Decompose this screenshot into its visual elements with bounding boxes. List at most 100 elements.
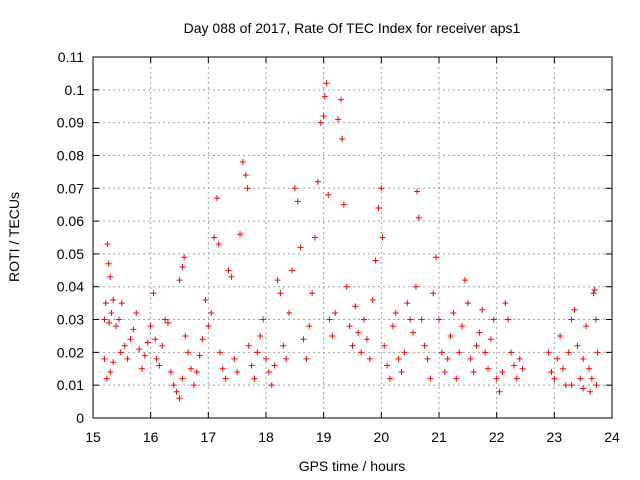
data-point	[545, 349, 552, 356]
data-point	[329, 332, 336, 339]
data-point	[404, 300, 411, 307]
data-point	[485, 365, 492, 372]
data-point	[317, 119, 324, 126]
data-point	[108, 309, 115, 316]
data-point	[470, 369, 477, 376]
data-point	[277, 290, 284, 297]
data-point	[441, 369, 448, 376]
data-point	[300, 336, 307, 343]
data-point	[147, 323, 154, 330]
data-point	[113, 323, 120, 330]
data-point	[361, 316, 368, 323]
data-point	[456, 349, 463, 356]
data-point	[153, 355, 160, 362]
data-point	[167, 369, 174, 376]
data-point	[323, 80, 330, 87]
data-point	[559, 365, 566, 372]
y-tick-label: 0.04	[57, 279, 84, 295]
data-point	[591, 287, 598, 294]
data-point	[499, 369, 506, 376]
data-point	[117, 349, 124, 356]
data-point	[185, 349, 192, 356]
x-tick-label: 24	[604, 429, 620, 445]
data-point	[115, 316, 122, 323]
y-tick-label: 0.09	[57, 115, 84, 131]
data-point	[199, 336, 206, 343]
data-point	[565, 349, 572, 356]
data-point	[379, 234, 386, 241]
data-point	[156, 362, 163, 369]
data-point	[412, 283, 419, 290]
data-point	[473, 342, 480, 349]
data-point	[170, 382, 177, 389]
data-point	[150, 290, 157, 297]
data-point	[386, 375, 393, 382]
data-point	[583, 323, 590, 330]
data-point	[464, 300, 471, 307]
data-point	[415, 214, 422, 221]
data-point	[378, 185, 385, 192]
data-point	[577, 375, 584, 382]
data-point	[562, 382, 569, 389]
data-point	[332, 309, 339, 316]
data-point	[516, 355, 523, 362]
data-point	[102, 300, 109, 307]
x-tick-label: 16	[143, 429, 159, 445]
data-point	[179, 375, 186, 382]
data-point	[263, 355, 269, 362]
data-point	[231, 355, 238, 362]
data-point	[196, 352, 203, 359]
x-axis-title: GPS time / hours	[299, 458, 406, 474]
data-point	[176, 395, 183, 402]
data-point	[244, 185, 251, 192]
data-point	[268, 382, 275, 389]
data-point	[162, 316, 169, 323]
data-point	[493, 375, 500, 382]
data-point	[476, 329, 483, 336]
data-point	[314, 178, 321, 185]
data-point	[355, 329, 362, 336]
data-point	[179, 264, 186, 271]
data-point	[590, 290, 597, 297]
data-point	[265, 369, 272, 376]
data-point	[407, 316, 414, 323]
data-point	[392, 309, 399, 316]
data-point	[211, 234, 218, 241]
y-tick-label: 0.01	[57, 377, 84, 393]
data-point	[152, 336, 159, 343]
data-point	[130, 326, 137, 333]
y-tick-label: 0.1	[65, 82, 85, 98]
data-point	[188, 365, 195, 372]
data-point	[430, 290, 437, 297]
data-point	[181, 254, 188, 261]
data-point	[193, 369, 200, 376]
y-tick-label: 0.07	[57, 180, 84, 196]
data-point	[234, 369, 241, 376]
y-tick-label: 0.03	[57, 312, 84, 328]
data-point	[257, 332, 264, 339]
data-point	[384, 362, 391, 369]
data-point	[571, 306, 578, 313]
data-point	[325, 191, 332, 198]
data-point	[444, 355, 451, 362]
data-point	[110, 296, 117, 303]
data-point	[580, 385, 587, 392]
data-point	[381, 342, 388, 349]
data-point	[280, 342, 287, 349]
data-point	[260, 316, 267, 323]
scatter-points	[101, 80, 601, 402]
data-point	[551, 375, 558, 382]
data-point	[574, 342, 581, 349]
data-point	[121, 342, 128, 349]
data-point	[557, 332, 564, 339]
y-axis-title: ROTI / TECUs	[6, 192, 22, 282]
data-point	[349, 342, 356, 349]
data-point	[294, 198, 301, 205]
data-point	[309, 290, 316, 297]
data-point	[389, 323, 396, 330]
data-point	[450, 309, 457, 316]
axis-ticks: 15 16 17 18 19 20 21 22 23 24 0 0.01 0.02 0.03 0.04 0.0…	[57, 49, 620, 445]
data-point	[427, 375, 434, 382]
data-point	[239, 159, 246, 166]
data-point	[487, 336, 494, 343]
